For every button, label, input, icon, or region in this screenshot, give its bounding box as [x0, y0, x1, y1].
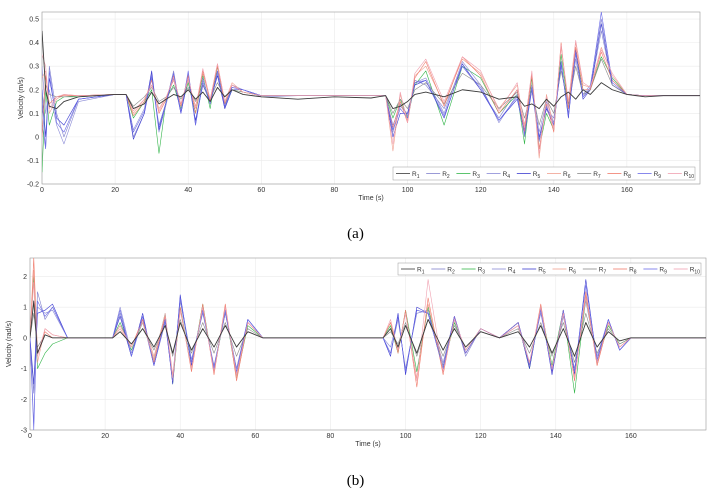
x-tick-label: 20: [101, 433, 109, 440]
y-tick-label: -3: [21, 428, 27, 435]
legend-box: [397, 262, 702, 276]
x-tick-label: 40: [184, 187, 192, 194]
legend-label-r7: R7: [599, 266, 607, 275]
series-line-r4: [30, 294, 706, 425]
legend-label-r1: R1: [412, 171, 420, 180]
y-tick-label: 0: [23, 335, 27, 342]
y-axis-label: Velocity (rad/s): [6, 321, 13, 367]
caption-a: (a): [347, 226, 364, 242]
x-tick-label: 20: [111, 187, 119, 194]
x-axis-label: Time (s): [355, 441, 380, 448]
legend-label-r2: R2: [447, 266, 455, 275]
y-tick-label: -1: [21, 366, 27, 373]
legend: R1 R2 R3 R4 R5 R6 R7 R8 R9 R10: [397, 262, 702, 276]
y-tick-label: 0.2: [29, 87, 39, 94]
legend-label-r5: R5: [533, 171, 541, 180]
x-tick-label: 160: [621, 187, 633, 194]
legend-label-r6: R6: [569, 266, 577, 275]
x-tick-label: 120: [475, 187, 487, 194]
x-tick-label: 0: [28, 433, 32, 440]
legend-label-r4: R4: [503, 171, 511, 180]
series-line-r8: [30, 258, 706, 388]
legend-label-r6: R6: [563, 171, 571, 180]
y-tick-label: -0.2: [27, 182, 39, 189]
legend-label-r9: R9: [654, 171, 662, 180]
series-line-r10: [30, 279, 706, 382]
x-tick-label: 100: [400, 433, 412, 440]
x-tick-label: 140: [550, 433, 562, 440]
y-tick-label: -0.1: [27, 158, 39, 165]
legend-label-r2: R2: [442, 171, 450, 180]
series-line-r6: [30, 269, 706, 379]
y-tick-label: 0.3: [29, 64, 39, 71]
y-axis-label: Velocity (m/s): [18, 77, 25, 119]
series-line-r3: [42, 51, 700, 173]
legend-box: [392, 166, 696, 181]
plot-frame: [41, 11, 701, 185]
series-line-r1: [42, 30, 700, 110]
y-tick-label: 0.5: [29, 17, 39, 24]
legend: R1 R2 R3 R4 R5 R6 R7 R8 R9 R10: [392, 166, 696, 181]
legend-label-r3: R3: [478, 266, 486, 275]
y-tick-label: 0: [35, 134, 39, 141]
series-line-r4: [42, 18, 700, 145]
series-line-r9: [42, 12, 700, 149]
x-tick-label: 60: [251, 433, 259, 440]
legend-label-r8: R8: [629, 266, 637, 275]
legend-label-r10: R10: [690, 266, 700, 275]
x-tick-label: 140: [548, 187, 560, 194]
x-tick-label: 40: [176, 433, 184, 440]
x-axis-label: Time (s): [358, 195, 383, 202]
x-tick-label: 80: [327, 433, 335, 440]
legend-label-r7: R7: [593, 171, 601, 180]
x-tick-label: 120: [475, 433, 487, 440]
chart-panel-b: 0 20 40 60 80 100 120 140 160 -3 -2 -1 0 1 2 Time (s) Ve…: [6, 257, 707, 448]
y-tick-label: 0.1: [29, 111, 39, 118]
x-tick-label: 60: [257, 187, 265, 194]
y-tick-label: 1: [23, 305, 27, 312]
x-tick-label: 0: [40, 187, 44, 194]
legend-label-r5: R5: [538, 266, 546, 275]
series-group: [30, 258, 706, 430]
caption-b: (b): [347, 473, 365, 489]
legend-label-r3: R3: [472, 171, 480, 180]
series-line-r5: [42, 23, 700, 140]
legend-label-r1: R1: [417, 266, 425, 275]
x-tick-label: 160: [625, 433, 637, 440]
legend-label-r4: R4: [508, 266, 516, 275]
y-tick-label: -2: [21, 397, 27, 404]
series-line-r1: [30, 300, 706, 357]
series-line-r10: [42, 39, 700, 154]
legend-label-r9: R9: [659, 266, 667, 275]
x-tick-label: 100: [402, 187, 414, 194]
legend-label-r10: R10: [684, 171, 694, 180]
y-tick-label: 2: [23, 274, 27, 281]
x-tick-label: 80: [331, 187, 339, 194]
y-tick-label: 0.4: [29, 40, 39, 47]
chart-panel-a: 0 20 40 60 80 100 120 140 160 -0.2 -0.1 0 0.1 0.2 0.3 0…: [18, 11, 701, 202]
series-group: [42, 12, 700, 173]
legend-label-r8: R8: [623, 171, 631, 180]
